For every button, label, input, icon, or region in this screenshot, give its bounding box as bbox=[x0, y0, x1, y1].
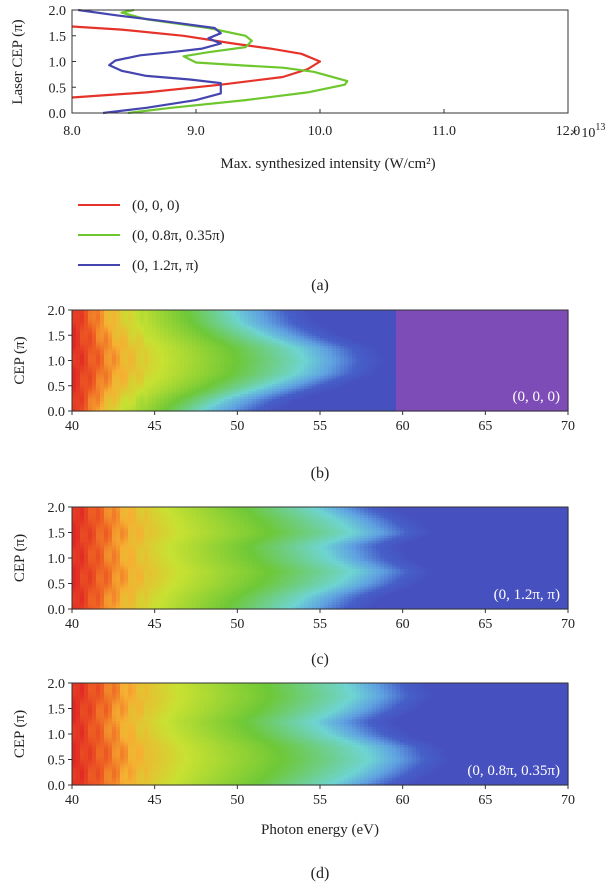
x-multiplier: × 1013 bbox=[570, 122, 605, 141]
y-tick-label: 2.0 bbox=[48, 677, 66, 692]
x-tick-label: 9.0 bbox=[187, 124, 205, 139]
y-tick-label: 1.0 bbox=[48, 728, 66, 743]
x-tick-label: 50 bbox=[230, 617, 244, 632]
y-axis-label: CEP (π) bbox=[12, 336, 28, 384]
x-tick-label: 50 bbox=[230, 419, 244, 434]
x-tick-label: 55 bbox=[313, 617, 327, 632]
x-axis-label-a: Max. synthesized intensity (W/cm²) bbox=[220, 156, 435, 172]
legend: (0, 0, 0) (0, 0.8π, 0.35π) (0, 1.2π, π) bbox=[78, 198, 225, 274]
y-tick-label: 1.5 bbox=[48, 703, 66, 718]
x-tick-label: 10.0 bbox=[308, 124, 333, 139]
x-tick-label: 12.0 bbox=[556, 124, 581, 139]
y-tick-label: 1.5 bbox=[49, 30, 67, 45]
legend-entry: (0, 0, 0) bbox=[132, 198, 180, 214]
y-tick-label: 0.5 bbox=[49, 81, 67, 96]
heatmap-b: 40 45 50 55 60 65 70 0.0 0.5 1.0 1.5 2.0 CEP (π) (0, … bbox=[12, 304, 575, 482]
y-tick-label: 1.0 bbox=[48, 552, 66, 567]
x-tick-label: 40 bbox=[65, 793, 79, 808]
y-axis-label: CEP (π) bbox=[12, 710, 28, 758]
panel-label: (c) bbox=[311, 651, 329, 668]
y-axis-label: CEP (π) bbox=[12, 534, 28, 582]
panel-tag: (0, 0, 0) bbox=[513, 389, 561, 405]
panel-label: (d) bbox=[311, 865, 330, 882]
series-line-0 bbox=[71, 25, 322, 99]
legend-entry: (0, 0.8π, 0.35π) bbox=[132, 228, 225, 244]
y-tick-label: 0.0 bbox=[48, 779, 66, 794]
x-tick-label: 40 bbox=[65, 617, 79, 632]
y-tick-label: 2.0 bbox=[48, 501, 66, 516]
legend-entry: (0, 1.2π, π) bbox=[132, 258, 198, 274]
x-tick-label: 60 bbox=[396, 617, 410, 632]
x-tick-label: 70 bbox=[561, 419, 575, 434]
x-tick-label: 65 bbox=[478, 419, 492, 434]
x-tick-label: 45 bbox=[148, 793, 162, 808]
x-tick-label: 70 bbox=[561, 793, 575, 808]
y-tick-label: 1.0 bbox=[49, 56, 67, 71]
heatmap-cells bbox=[72, 683, 569, 786]
x-tick-label: 45 bbox=[148, 617, 162, 632]
y-tick-label: 0.0 bbox=[48, 603, 66, 618]
heatmap-cells bbox=[72, 310, 569, 412]
x-tick-label: 60 bbox=[396, 793, 410, 808]
x-tick-label: 11.0 bbox=[432, 124, 456, 139]
y-tick-label: 2.0 bbox=[49, 4, 67, 19]
x-tick-label: 60 bbox=[396, 419, 410, 434]
y-tick-label: 2.0 bbox=[48, 304, 66, 319]
x-tick-label: 65 bbox=[478, 793, 492, 808]
x-tick-label: 65 bbox=[478, 617, 492, 632]
x-tick-label: 50 bbox=[230, 793, 244, 808]
y-tick-label: 0.5 bbox=[48, 380, 66, 395]
y-tick-label: 1.0 bbox=[48, 355, 66, 370]
y-tick-label: 1.5 bbox=[48, 329, 66, 344]
line-chart-a: 8.0 9.0 10.0 11.0 12.0 0.0 0.5 1.0 1.5 2.0 × 101… bbox=[10, 4, 605, 294]
x-tick-label: 45 bbox=[148, 419, 162, 434]
x-tick-label: 40 bbox=[65, 419, 79, 434]
x-axis-label: Photon energy (eV) bbox=[261, 822, 379, 838]
panel-label-a: (a) bbox=[311, 277, 329, 294]
series-line-1 bbox=[120, 8, 349, 115]
panel-tag: (0, 1.2π, π) bbox=[494, 587, 560, 603]
heatmap-cells bbox=[72, 507, 569, 610]
y-tick-label: 0.0 bbox=[49, 107, 67, 122]
y-tick-label: 0.0 bbox=[48, 405, 66, 420]
series-line-2 bbox=[78, 8, 222, 115]
heatmap-c: 40 45 50 55 60 65 70 0.0 0.5 1.0 1.5 2.0 CEP (π) (0, … bbox=[12, 501, 575, 668]
y-tick-label: 0.5 bbox=[48, 754, 66, 769]
y-tick-label: 1.5 bbox=[48, 527, 66, 542]
heatmap-d: 40 45 50 55 60 65 70 0.0 0.5 1.0 1.5 2.0 CEP (π) (0, … bbox=[12, 677, 575, 882]
x-tick-label: 70 bbox=[561, 617, 575, 632]
y-axis-label-a: Laser CEP (π) bbox=[10, 19, 26, 104]
x-exponent: 13 bbox=[595, 122, 605, 133]
x-tick-label: 55 bbox=[313, 793, 327, 808]
panel-tag: (0, 0.8π, 0.35π) bbox=[467, 763, 560, 779]
x-tick-label: 55 bbox=[313, 419, 327, 434]
y-tick-label: 0.5 bbox=[48, 578, 66, 593]
x-tick-label: 8.0 bbox=[63, 124, 81, 139]
panel-label: (b) bbox=[311, 465, 330, 482]
